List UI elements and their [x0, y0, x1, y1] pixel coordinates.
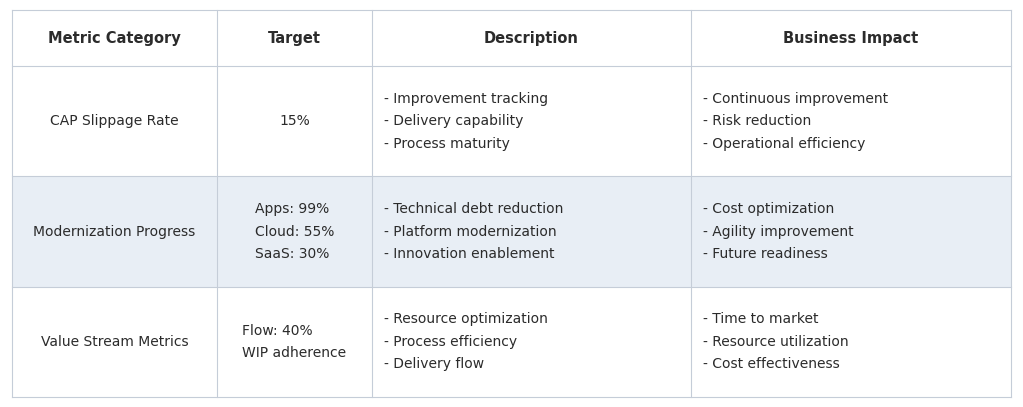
Text: - Technical debt reduction
- Platform modernization
- Innovation enablement: - Technical debt reduction - Platform mo…: [384, 202, 564, 261]
Text: Value Stream Metrics: Value Stream Metrics: [41, 335, 188, 349]
Text: Target: Target: [268, 31, 321, 46]
Bar: [12, 10, 1011, 66]
Text: - Continuous improvement
- Risk reduction
- Operational efficiency: - Continuous improvement - Risk reductio…: [704, 92, 889, 151]
Text: Modernization Progress: Modernization Progress: [34, 225, 195, 239]
Text: - Time to market
- Resource utilization
- Cost effectiveness: - Time to market - Resource utilization …: [704, 313, 849, 371]
Text: Flow: 40%
WIP adherence: Flow: 40% WIP adherence: [242, 324, 347, 360]
Bar: [12, 287, 1011, 397]
Text: CAP Slippage Rate: CAP Slippage Rate: [50, 114, 179, 128]
Text: 15%: 15%: [279, 114, 310, 128]
Text: - Resource optimization
- Process efficiency
- Delivery flow: - Resource optimization - Process effici…: [384, 313, 548, 371]
Text: - Cost optimization
- Agility improvement
- Future readiness: - Cost optimization - Agility improvemen…: [704, 202, 854, 261]
Text: Business Impact: Business Impact: [784, 31, 919, 46]
Bar: [12, 177, 1011, 287]
Text: Description: Description: [484, 31, 579, 46]
Text: Apps: 99%
Cloud: 55%
SaaS: 30%: Apps: 99% Cloud: 55% SaaS: 30%: [255, 202, 335, 261]
Bar: [12, 66, 1011, 177]
Text: - Improvement tracking
- Delivery capability
- Process maturity: - Improvement tracking - Delivery capabi…: [384, 92, 548, 151]
Text: Metric Category: Metric Category: [48, 31, 181, 46]
